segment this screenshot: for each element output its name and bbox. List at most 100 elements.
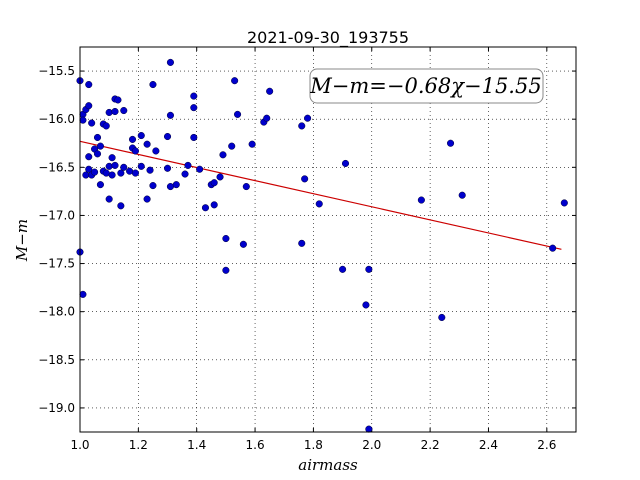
data-point (163, 132, 172, 141)
data-point (190, 133, 198, 142)
data-point (263, 114, 271, 122)
data-point (85, 102, 93, 110)
data-point (117, 202, 125, 210)
data-point (149, 182, 157, 190)
data-point (242, 183, 250, 191)
y-tick-label: −16.0 (38, 112, 75, 126)
data-point (149, 80, 157, 89)
data-point (102, 122, 110, 130)
data-point (111, 107, 119, 116)
x-tick-label: 1.2 (129, 438, 148, 452)
data-point (365, 425, 373, 433)
data-point (143, 195, 151, 203)
data-point (85, 80, 93, 89)
data-point (248, 140, 256, 148)
data-point (131, 147, 139, 155)
fit-equation: M−m=−0.68χ−15.55 (309, 74, 541, 98)
grid-lines (79, 47, 576, 432)
data-point (79, 116, 87, 124)
data-point (458, 191, 466, 199)
data-point (172, 181, 180, 189)
x-tick-label: 2.6 (537, 438, 556, 452)
plot-background (80, 47, 576, 432)
data-point (96, 181, 104, 189)
data-point (190, 104, 198, 112)
x-tick-label: 1.4 (187, 438, 206, 452)
y-tick-label: −19.0 (38, 401, 75, 415)
y-tick-label: −16.5 (38, 160, 75, 174)
x-tick-label: 1.8 (304, 438, 323, 452)
plot-area (76, 46, 577, 433)
data-point (196, 165, 204, 173)
data-point (137, 132, 145, 140)
data-point (108, 171, 116, 179)
axis-ticks (79, 47, 576, 432)
data-point (315, 200, 323, 208)
data-point (143, 140, 151, 148)
data-point (79, 290, 87, 298)
data-point (298, 239, 306, 247)
fit-annotation: M−m=−0.68χ−15.55 (309, 68, 544, 104)
data-point (108, 154, 116, 162)
data-point (222, 266, 230, 274)
x-tick-label: 2.2 (421, 438, 440, 452)
data-point (163, 164, 172, 172)
data-point (96, 142, 104, 150)
data-point (304, 114, 312, 122)
fit-line (79, 140, 562, 250)
data-point (181, 170, 189, 178)
data-point (131, 169, 139, 177)
data-point (137, 162, 145, 170)
data-point (85, 165, 93, 173)
tick-labels: 1.0 1.2 1.4 1.6 1.8 2.0 2.2 2.4 2.6 −15.5 −16.0 −16… (38, 64, 556, 452)
data-point (560, 199, 568, 207)
data-point (239, 240, 247, 248)
data-point (365, 265, 373, 273)
annotation-box (309, 68, 544, 104)
data-point (105, 108, 113, 116)
data-point (166, 58, 174, 66)
fit-line-layer (79, 140, 562, 250)
data-point (549, 244, 557, 252)
data-point (339, 265, 347, 273)
data-point (93, 150, 102, 158)
data-point (91, 168, 99, 176)
y-axis-label: M−m (13, 219, 31, 262)
data-point (417, 196, 425, 204)
data-point (85, 153, 93, 161)
data-points (76, 58, 568, 433)
x-tick-label: 2.4 (479, 438, 498, 452)
data-point (105, 162, 113, 170)
data-point (146, 166, 154, 174)
data-point (114, 96, 122, 104)
y-tick-label: −15.5 (38, 64, 75, 78)
data-point (128, 135, 137, 143)
data-point (184, 161, 192, 169)
data-point (120, 106, 128, 115)
y-tick-label: −17.0 (38, 208, 75, 222)
x-tick-label: 2.0 (362, 438, 381, 452)
data-point (88, 119, 96, 127)
x-tick-label: 1.6 (246, 438, 265, 452)
data-point (298, 122, 306, 130)
data-point (438, 313, 446, 322)
data-point (120, 163, 128, 171)
data-point (266, 87, 274, 95)
data-point (201, 204, 210, 212)
data-point (222, 234, 230, 243)
data-point (210, 201, 218, 209)
data-point (234, 110, 242, 118)
data-point (190, 92, 198, 100)
data-point (446, 139, 455, 147)
data-point (111, 161, 119, 169)
data-point (231, 77, 239, 85)
data-point (210, 179, 218, 187)
y-tick-label: −17.5 (38, 257, 75, 271)
data-point (216, 173, 224, 181)
data-point (105, 195, 113, 203)
data-point (341, 159, 350, 168)
data-point (301, 175, 309, 183)
data-point (117, 169, 125, 177)
x-tick-label: 1.0 (70, 438, 89, 452)
